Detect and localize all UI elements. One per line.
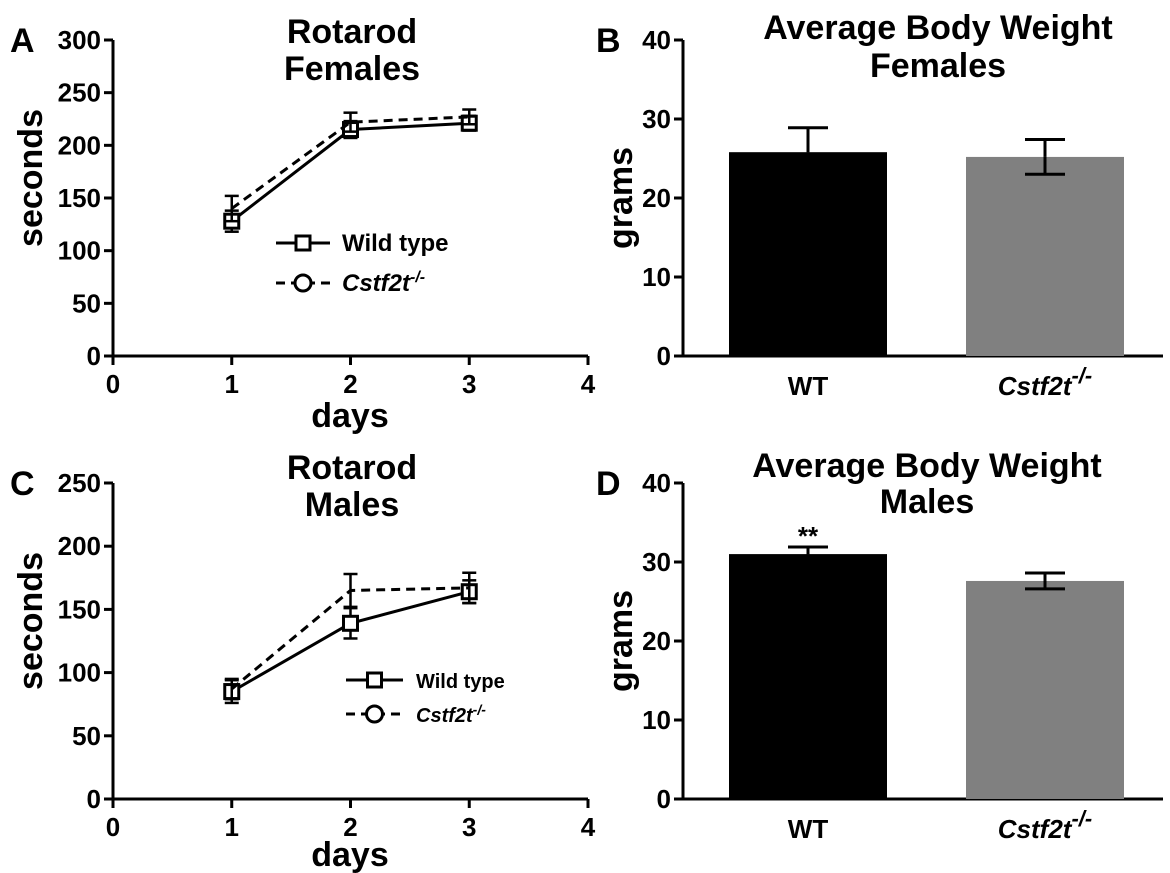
data-point	[342, 614, 359, 632]
y-tick-label: 0	[657, 341, 671, 371]
y-tick-label: 100	[58, 236, 101, 266]
x-category-label-main: WT	[788, 814, 829, 844]
bar-knockout	[966, 580, 1124, 799]
x-category-label: WT	[788, 371, 829, 401]
y-tick-label: 0	[87, 341, 101, 371]
x-category-label: Cstf2t-/-	[998, 363, 1092, 401]
significance-marker: **	[798, 521, 819, 551]
y-axis-title: grams	[602, 590, 640, 692]
y-tick-label: 100	[58, 658, 101, 688]
y-axis-title: grams	[602, 147, 640, 249]
series-knockout	[224, 571, 477, 701]
y-axis-title: seconds	[12, 109, 50, 247]
chart-title-line: Rotarod	[287, 449, 417, 487]
panel-letter: D	[596, 465, 621, 503]
y-tick-label: 30	[642, 104, 671, 134]
y-tick-label: 200	[58, 130, 101, 160]
chart-title-line: Average Body Weight	[752, 447, 1102, 485]
x-tick-label: 0	[106, 812, 120, 842]
y-tick-label: 20	[642, 183, 671, 213]
legend-label: Cstf2t-/-	[342, 269, 425, 297]
legend-marker	[366, 671, 383, 689]
y-tick-label: 0	[657, 784, 671, 814]
legend-label-superscript: -/-	[473, 701, 487, 717]
x-axis-title: days	[311, 397, 389, 435]
bar-knockout	[966, 156, 1124, 356]
x-category-label-main: Cstf2t	[998, 814, 1073, 844]
x-tick-label: 4	[581, 369, 596, 399]
legend-label: Wild type	[342, 230, 448, 257]
legend-label: Cstf2t-/-	[416, 701, 486, 727]
y-tick-label: 150	[58, 183, 101, 213]
x-category-label-superscript: -/-	[1071, 806, 1092, 831]
y-tick-label: 30	[642, 547, 671, 577]
panel-letter: B	[596, 22, 621, 60]
chart-title-line: Males	[305, 486, 400, 524]
legend-marker	[293, 273, 313, 293]
y-tick-label: 250	[58, 468, 101, 498]
x-category-label-superscript: -/-	[1071, 363, 1092, 388]
legend-marker	[294, 234, 312, 252]
x-category-label-main: Cstf2t	[998, 371, 1073, 401]
x-tick-label: 3	[462, 812, 476, 842]
chart-title-line: Females	[870, 47, 1006, 85]
x-category-label: Cstf2t-/-	[998, 806, 1092, 844]
y-tick-label: 200	[58, 531, 101, 561]
panel-letter: A	[10, 22, 35, 60]
x-tick-label: 0	[106, 369, 120, 399]
y-tick-label: 250	[58, 78, 101, 108]
x-tick-label: 2	[343, 812, 357, 842]
x-category-label: WT	[788, 814, 829, 844]
series-knockout	[224, 108, 477, 223]
bar-wt	[729, 554, 887, 799]
y-tick-label: 10	[642, 705, 671, 735]
x-tick-label: 1	[225, 812, 239, 842]
x-tick-label: 4	[581, 812, 596, 842]
x-axis-title: days	[311, 836, 389, 873]
y-tick-label: 10	[642, 262, 671, 292]
chart-title-line: Rotarod	[287, 13, 417, 51]
y-tick-label: 50	[72, 721, 101, 751]
legend-marker	[365, 704, 384, 724]
series-wild-type	[223, 114, 478, 233]
y-tick-label: 20	[642, 626, 671, 656]
x-tick-label: 3	[462, 369, 476, 399]
legend: Wild type Cstf2t-/-	[276, 230, 448, 297]
y-tick-label: 300	[58, 25, 101, 55]
x-tick-label: 2	[343, 369, 357, 399]
y-tick-label: 40	[642, 25, 671, 55]
y-tick-label: 150	[58, 594, 101, 624]
legend-label-main: Cstf2t	[416, 705, 474, 727]
legend-label-main: Cstf2t	[342, 270, 411, 297]
panel-letter: C	[10, 465, 35, 503]
chart-title-line: Females	[284, 50, 420, 88]
chart-title-line: Average Body Weight	[763, 9, 1113, 47]
legend: Wild type Cstf2t-/-	[346, 671, 505, 727]
series-line	[230, 115, 470, 210]
chart-title-line: Males	[880, 483, 975, 521]
y-tick-label: 50	[72, 288, 101, 318]
y-axis-title: seconds	[12, 552, 50, 690]
legend-label-superscript: -/-	[410, 269, 425, 286]
x-category-label-main: WT	[788, 371, 829, 401]
legend-label: Wild type	[416, 671, 505, 693]
x-tick-label: 1	[225, 369, 239, 399]
bar-wt	[729, 152, 887, 356]
y-tick-label: 0	[87, 784, 101, 814]
y-tick-label: 40	[642, 468, 671, 498]
